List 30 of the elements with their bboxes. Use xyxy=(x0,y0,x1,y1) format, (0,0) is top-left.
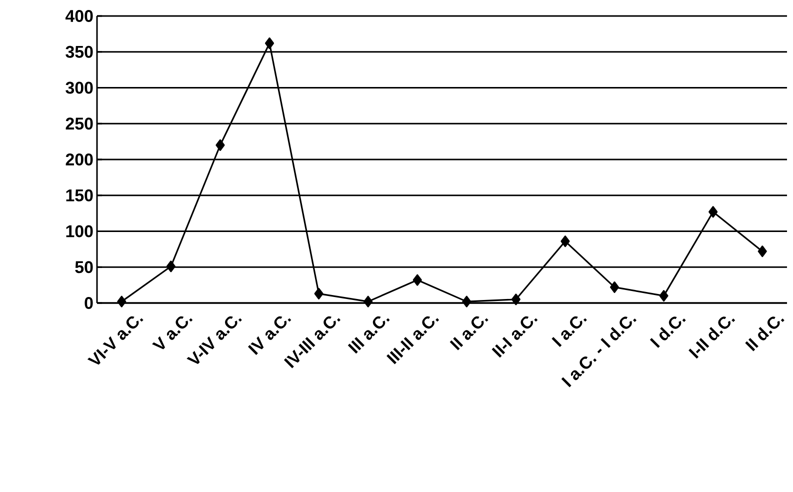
point xyxy=(314,288,324,300)
point xyxy=(412,274,422,286)
x-tick-label: II d.C. xyxy=(745,316,784,352)
point xyxy=(511,294,520,306)
y-tick-label: 350 xyxy=(66,46,93,58)
point xyxy=(264,37,274,50)
y-tick-label: 150 xyxy=(66,189,93,202)
point xyxy=(708,206,718,218)
point xyxy=(364,296,373,308)
y-tick-label: 300 xyxy=(66,82,93,94)
y-tick-label: 250 xyxy=(66,118,93,130)
y-tick-label: 0 xyxy=(84,296,93,309)
x-tick-label: I d.C. xyxy=(650,316,686,348)
point xyxy=(216,139,225,151)
x-tick-label: VI-V a.C. xyxy=(87,316,144,365)
y-tick-label: 100 xyxy=(66,225,93,238)
point xyxy=(560,236,570,248)
x-tick-label: II a.C. xyxy=(450,316,488,350)
point xyxy=(758,246,767,258)
point xyxy=(117,296,126,308)
point xyxy=(166,260,176,272)
x-tick-label: I-II d.C. xyxy=(688,316,736,359)
point xyxy=(610,281,620,293)
x-tick-label: II-I a.C. xyxy=(492,316,538,358)
y-tick-label: 400 xyxy=(65,10,93,22)
x-tick-label: I a.C. xyxy=(552,316,587,347)
point xyxy=(659,290,668,302)
point xyxy=(462,296,472,308)
y-tick-label: 200 xyxy=(66,153,93,166)
y-tick-label: 50 xyxy=(75,261,93,274)
